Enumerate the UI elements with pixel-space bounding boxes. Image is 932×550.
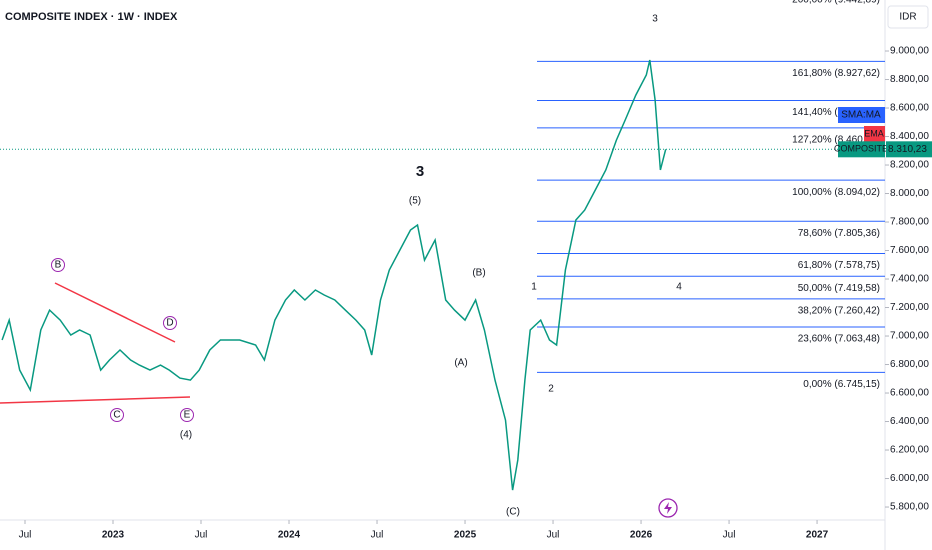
x-tick-label: Jul bbox=[547, 530, 560, 541]
x-tick-label: Jul bbox=[371, 530, 384, 541]
x-tick-label: 2025 bbox=[454, 530, 477, 541]
fib-label: 61,80% (7.578,75) bbox=[798, 260, 880, 271]
y-tick-label: 8.600,00 bbox=[890, 103, 929, 114]
trendline bbox=[54, 282, 176, 343]
wave-label: E bbox=[184, 410, 191, 421]
y-tick-label: 6.600,00 bbox=[890, 388, 929, 399]
fib-label: 100,00% (8.094,02) bbox=[792, 187, 880, 198]
indicator-badge bbox=[864, 126, 885, 142]
fib-label: 141,40% (8.652,45) bbox=[792, 107, 880, 118]
event-icon-bolt bbox=[664, 502, 672, 514]
price-badge bbox=[886, 141, 932, 158]
fib-label: 127,20% (8.460,91) bbox=[792, 134, 880, 145]
wave-label: (4) bbox=[180, 430, 192, 441]
fib-label: 200,00% (9.442,89) bbox=[792, 0, 880, 6]
y-tick-label: 7.600,00 bbox=[890, 245, 929, 256]
wave-label: C bbox=[113, 410, 120, 421]
y-tick-label: 8.000,00 bbox=[890, 188, 929, 199]
wave-label: 4 bbox=[676, 282, 682, 293]
fib-label: 0,00% (6.745,15) bbox=[803, 379, 880, 390]
y-tick-label: 9.000,00 bbox=[890, 46, 929, 57]
annotation-circle bbox=[110, 408, 124, 422]
series-name: COMPOSITE bbox=[834, 144, 888, 154]
currency-box[interactable] bbox=[887, 5, 929, 29]
indicator-badge bbox=[838, 107, 885, 123]
fib-label: 161,80% (8.927,62) bbox=[792, 68, 880, 79]
x-tick-label: 2023 bbox=[102, 530, 125, 541]
wave-label: 1 bbox=[531, 282, 537, 293]
y-tick-label: 7.200,00 bbox=[890, 302, 929, 313]
indicator-label: SMA:MA bbox=[841, 110, 881, 121]
y-tick-label: 5.800,00 bbox=[890, 502, 929, 513]
indicator-label: EMA bbox=[864, 128, 884, 138]
y-tick-label: 6.800,00 bbox=[890, 359, 929, 370]
y-tick-label: 6.200,00 bbox=[890, 445, 929, 456]
event-icon[interactable] bbox=[658, 498, 678, 518]
last-price: 8.310,23 bbox=[888, 144, 927, 155]
chart-title: COMPOSITE INDEX · 1W · INDEX bbox=[5, 11, 178, 23]
wave-label: 3 bbox=[416, 163, 424, 180]
x-tick-label: 2024 bbox=[278, 530, 301, 541]
wave-label: D bbox=[166, 318, 173, 329]
trendline bbox=[0, 396, 191, 404]
price-line bbox=[1, 59, 667, 491]
y-tick-label: 8.200,00 bbox=[890, 160, 929, 171]
y-tick-label: 8.800,00 bbox=[890, 74, 929, 85]
x-tick-label: Jul bbox=[19, 530, 32, 541]
wave-label: 3 bbox=[652, 14, 658, 25]
x-tick-label: Jul bbox=[195, 530, 208, 541]
wave-label: B bbox=[55, 260, 62, 271]
x-tick-label: Jul bbox=[723, 530, 736, 541]
y-tick-label: 7.000,00 bbox=[890, 331, 929, 342]
wave-label: 2 bbox=[548, 384, 554, 395]
fib-label: 78,60% (7.805,36) bbox=[798, 228, 880, 239]
currency[interactable]: IDR bbox=[899, 12, 916, 23]
x-tick-label: 2026 bbox=[630, 530, 653, 541]
y-tick-label: 8.400,00 bbox=[890, 131, 929, 142]
annotation-circle bbox=[180, 408, 194, 422]
wave-label: (B) bbox=[472, 268, 485, 279]
x-tick-label: 2027 bbox=[806, 530, 829, 541]
y-tick-label: 7.800,00 bbox=[890, 217, 929, 228]
series-badge bbox=[838, 141, 885, 158]
y-tick-label: 6.000,00 bbox=[890, 473, 929, 484]
y-tick-label: 7.400,00 bbox=[890, 274, 929, 285]
annotation-circle bbox=[163, 316, 177, 330]
y-tick-label: 6.400,00 bbox=[890, 416, 929, 427]
fib-label: 38,20% (7.260,42) bbox=[798, 306, 880, 317]
annotation-circle bbox=[51, 258, 65, 272]
fib-label: 50,00% (7.419,58) bbox=[798, 283, 880, 294]
fib-label: 23,60% (7.063,48) bbox=[798, 334, 880, 345]
wave-label: (C) bbox=[506, 507, 520, 518]
wave-label: (5) bbox=[409, 196, 421, 207]
wave-label: (A) bbox=[454, 358, 467, 369]
